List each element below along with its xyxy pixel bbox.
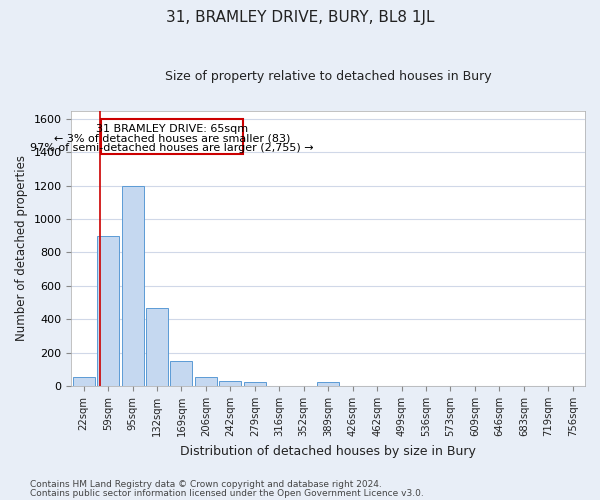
- Text: Contains public sector information licensed under the Open Government Licence v3: Contains public sector information licen…: [30, 489, 424, 498]
- X-axis label: Distribution of detached houses by size in Bury: Distribution of detached houses by size …: [180, 444, 476, 458]
- Bar: [220, 381, 241, 386]
- Bar: [73, 377, 95, 386]
- Text: Contains HM Land Registry data © Crown copyright and database right 2024.: Contains HM Land Registry data © Crown c…: [30, 480, 382, 489]
- Text: ← 3% of detached houses are smaller (83): ← 3% of detached houses are smaller (83): [54, 133, 290, 143]
- Text: 97% of semi-detached houses are larger (2,755) →: 97% of semi-detached houses are larger (…: [30, 142, 314, 152]
- Bar: [146, 308, 168, 386]
- Title: Size of property relative to detached houses in Bury: Size of property relative to detached ho…: [165, 70, 491, 83]
- Text: 31, BRAMLEY DRIVE, BURY, BL8 1JL: 31, BRAMLEY DRIVE, BURY, BL8 1JL: [166, 10, 434, 25]
- Bar: [122, 186, 143, 386]
- Text: 31 BRAMLEY DRIVE: 65sqm: 31 BRAMLEY DRIVE: 65sqm: [96, 124, 248, 134]
- Bar: [195, 377, 217, 386]
- Bar: [317, 382, 339, 386]
- Bar: [244, 382, 266, 386]
- Bar: [97, 236, 119, 386]
- Bar: [170, 361, 193, 386]
- Y-axis label: Number of detached properties: Number of detached properties: [15, 156, 28, 342]
- FancyBboxPatch shape: [101, 119, 242, 154]
